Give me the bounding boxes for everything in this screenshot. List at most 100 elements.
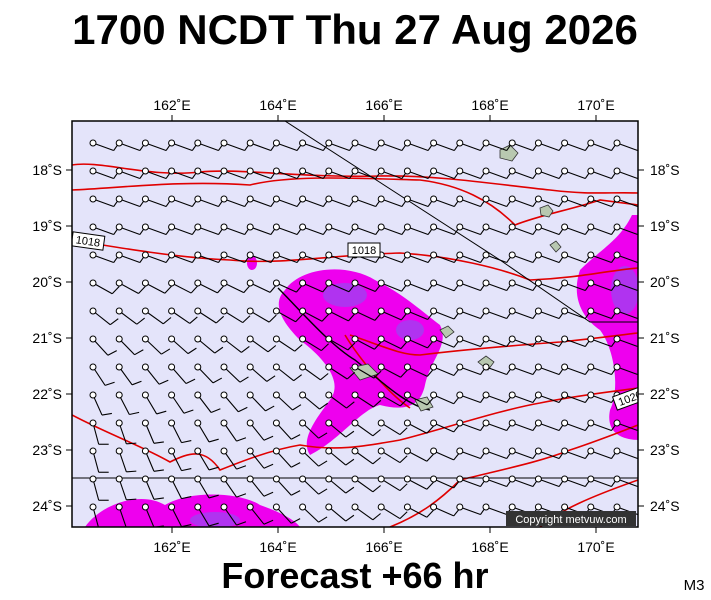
- barb-shaft: [171, 338, 189, 355]
- barb-feather: [291, 434, 301, 440]
- barb-shaft: [249, 310, 270, 323]
- barb-shaft: [145, 254, 167, 264]
- wind-barb: [377, 195, 409, 208]
- barb-station: [403, 475, 411, 483]
- barb-shaft: [380, 478, 401, 492]
- wind-barb: [141, 251, 173, 264]
- barb-feather: [373, 370, 382, 379]
- barb-shaft: [276, 282, 297, 293]
- barb-station: [403, 363, 411, 371]
- barb-feather: [399, 398, 408, 407]
- wind-barb: [377, 307, 409, 321]
- wind-barb: [403, 503, 435, 518]
- wind-barb: [220, 251, 251, 264]
- barb-station: [587, 251, 595, 259]
- barb-station: [325, 223, 333, 231]
- wind-barb: [272, 139, 304, 152]
- barb-shaft: [354, 226, 376, 236]
- wind-barb: [272, 447, 301, 468]
- wind-barb: [220, 447, 247, 470]
- barb-shaft: [118, 450, 127, 472]
- barb-feather: [208, 466, 219, 471]
- barb-feather: [291, 462, 301, 468]
- barb-station: [613, 335, 621, 343]
- wind-barb: [115, 195, 147, 208]
- barb-station: [246, 251, 254, 259]
- barb-station: [351, 503, 359, 511]
- barb-station: [403, 279, 411, 287]
- barb-station: [377, 139, 385, 147]
- barb-station: [89, 419, 97, 427]
- barb-shaft: [380, 366, 401, 378]
- barb-station: [115, 251, 123, 259]
- barb-station: [299, 447, 307, 455]
- barb-station: [351, 279, 359, 287]
- barb-feather: [208, 494, 219, 499]
- barb-station: [194, 363, 202, 371]
- barb-station: [115, 419, 123, 427]
- barb-station: [403, 167, 411, 175]
- barb-shaft: [118, 394, 130, 415]
- wind-barb: [299, 307, 330, 322]
- wind-barb: [403, 335, 435, 349]
- barb-shaft: [276, 198, 298, 208]
- barb-shaft: [380, 450, 401, 464]
- barb-shaft: [433, 226, 455, 236]
- barb-station: [89, 475, 97, 483]
- barb-shaft: [354, 450, 374, 465]
- wind-barb: [561, 223, 592, 236]
- barb-shaft: [354, 366, 375, 379]
- barb-feather: [134, 349, 144, 356]
- barb-feather: [190, 285, 199, 294]
- barb-feather: [183, 409, 194, 414]
- barb-station: [561, 391, 569, 399]
- barb-shaft: [616, 422, 638, 432]
- barb-shaft: [250, 170, 272, 180]
- barb-feather: [239, 376, 249, 383]
- barb-shaft: [538, 338, 560, 348]
- barb-station: [377, 447, 385, 455]
- barb-shaft: [144, 422, 155, 444]
- barb-shaft: [249, 478, 265, 497]
- wind-barb: [89, 363, 115, 386]
- barb-station: [351, 195, 359, 203]
- barb-station: [325, 279, 333, 287]
- barb-shaft: [144, 506, 155, 527]
- barb-station: [299, 391, 307, 399]
- wind-barb: [194, 307, 225, 324]
- barb-shaft: [118, 506, 127, 527]
- lon-label: 168˚E: [471, 539, 508, 555]
- barb-shaft: [276, 142, 298, 152]
- barb-station: [482, 391, 490, 399]
- wind-barb: [246, 167, 278, 180]
- wind-barb: [377, 279, 409, 292]
- wind-barb: [377, 503, 408, 520]
- barb-shaft: [459, 170, 481, 180]
- barb-feather: [236, 465, 247, 470]
- wind-barb: [561, 307, 592, 320]
- wind-barb: [168, 447, 192, 472]
- wind-barb: [194, 419, 219, 443]
- barb-station: [587, 223, 595, 231]
- barb-shaft: [590, 394, 612, 404]
- barb-station: [220, 195, 228, 203]
- barb-shaft: [276, 226, 298, 236]
- barb-shaft: [118, 422, 127, 444]
- wind-barb: [325, 363, 356, 380]
- barb-station: [456, 391, 464, 399]
- barb-station: [246, 223, 254, 231]
- barb-shaft: [459, 282, 481, 292]
- barb-station: [430, 475, 438, 483]
- barb-shaft: [328, 422, 347, 438]
- barb-station: [194, 223, 202, 231]
- barb-shaft: [380, 506, 401, 520]
- lat-label: 19˚S: [32, 218, 62, 234]
- lat-label: 20˚S: [32, 274, 62, 290]
- lat-label: 23˚S: [32, 442, 62, 458]
- barb-station: [141, 419, 149, 427]
- barb-shaft: [407, 478, 428, 490]
- barb-feather: [164, 285, 173, 294]
- barb-shaft: [223, 450, 237, 470]
- barb-station: [89, 503, 97, 511]
- barb-station: [272, 503, 280, 511]
